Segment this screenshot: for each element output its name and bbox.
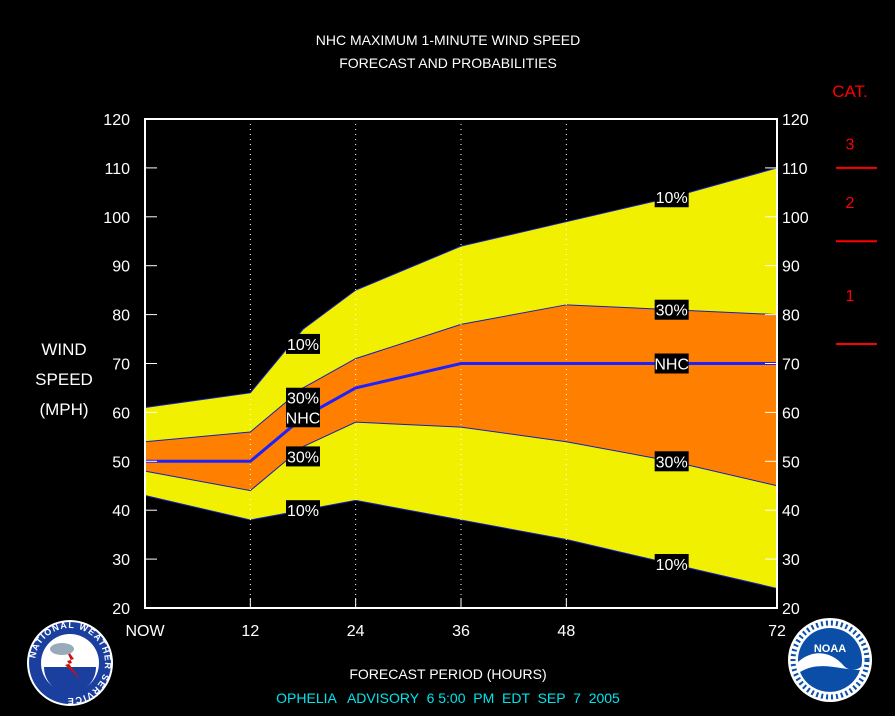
band-label-box	[654, 353, 689, 374]
y-tick-label-left: 50	[112, 454, 130, 471]
band-label: 30%	[287, 391, 319, 408]
category-label: 3	[846, 136, 855, 153]
nhc-forecast-line	[145, 362, 777, 463]
plot-area: 20 20 30 30 40 40 50 50 60 60 70 70 80 80 90 90 100 100 11…	[103, 112, 809, 640]
band-30-percent	[145, 304, 777, 491]
nws-logo: NATIONAL WEATHER SERVICE	[27, 620, 113, 706]
y-tick-label-right: 30	[782, 552, 800, 569]
y-tick-label-left: 60	[112, 405, 130, 422]
category-label: 1	[846, 288, 855, 305]
band-label: 30%	[656, 303, 688, 320]
x-tick-label: 36	[452, 623, 470, 640]
category-header: CAT.	[832, 82, 868, 101]
upper-30-line	[144, 304, 778, 443]
x-tick-label: NOW	[125, 623, 165, 640]
noaa-logo: NOAA	[788, 618, 872, 702]
band-label-box	[286, 407, 320, 428]
y-tick-label-right: 70	[782, 357, 800, 374]
band-label-box	[286, 387, 320, 408]
y-axis-title-line2: SPEED	[35, 370, 93, 389]
lower-10-line	[144, 495, 778, 589]
y-axis-title-line1: WIND	[41, 340, 86, 359]
y-tick-label-left: 20	[112, 601, 130, 618]
y-tick-label-left: 30	[112, 552, 130, 569]
band-label-box	[286, 446, 320, 467]
band-label-box	[654, 451, 689, 472]
y-tick-label-right: 20	[782, 601, 800, 618]
band-label: 10%	[656, 190, 688, 207]
y-tick-label-left: 90	[112, 259, 130, 276]
y-tick-label-left: 40	[112, 503, 130, 520]
band-label-box	[654, 553, 689, 574]
y-tick-label-right: 60	[782, 405, 800, 422]
band-label: NHC	[286, 410, 321, 427]
band-label: 10%	[287, 337, 319, 354]
chart-title-line2: FORECAST AND PROBABILITIES	[339, 55, 557, 71]
x-tick-label: 48	[557, 623, 575, 640]
lower-30-line	[144, 421, 778, 492]
chart-title-line1: NHC MAXIMUM 1-MINUTE WIND SPEED	[316, 32, 580, 48]
band-label: 30%	[656, 454, 688, 471]
band-label-box	[654, 187, 689, 208]
band-label-box	[286, 500, 320, 521]
y-tick-label-left: 80	[112, 308, 130, 325]
band-label: 30%	[287, 449, 319, 466]
band-label: 10%	[287, 503, 319, 520]
band-label: 10%	[656, 557, 688, 574]
y-tick-label-left: 100	[103, 210, 130, 227]
y-axis-title-line3: (MPH)	[39, 400, 88, 419]
noaa-logo-text: NOAA	[814, 643, 846, 655]
y-tick-label-right: 40	[782, 503, 800, 520]
y-tick-label-right: 110	[782, 161, 808, 178]
x-axis-title: FORECAST PERIOD (HOURS)	[349, 666, 546, 682]
y-axis-title: WIND SPEED (MPH)	[35, 340, 93, 419]
y-tick-label-right: 50	[782, 454, 800, 471]
y-tick-label-right: 120	[782, 112, 809, 129]
x-tick-label: 12	[241, 623, 259, 640]
y-tick-label-left: 110	[104, 161, 130, 178]
band-label: NHC	[654, 357, 689, 374]
advisory-text: OPHELIA ADVISORY 6 5:00 PM EDT SEP 7 200…	[276, 690, 620, 706]
y-tick-label-right: 100	[782, 210, 809, 227]
upper-10-line	[144, 167, 778, 409]
y-tick-label-right: 90	[782, 259, 800, 276]
y-tick-label-left: 70	[112, 357, 130, 374]
x-tick-label: 72	[768, 623, 786, 640]
band-label-box	[286, 333, 320, 354]
y-tick-label-left: 120	[103, 112, 130, 129]
y-tick-label-right: 80	[782, 308, 800, 325]
x-tick-label: 24	[347, 623, 365, 640]
band-label-box	[654, 299, 689, 320]
category-label: 2	[846, 195, 855, 212]
